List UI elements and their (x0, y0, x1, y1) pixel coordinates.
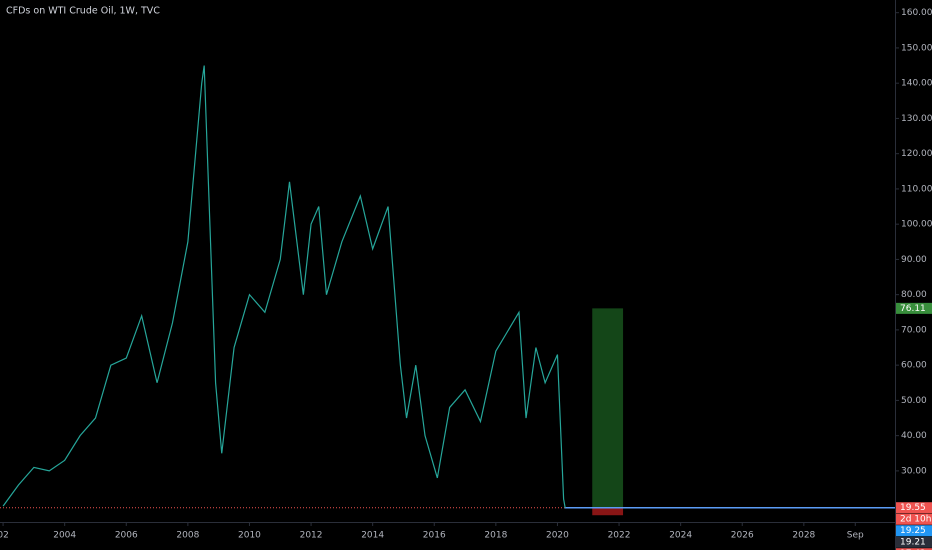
x-tick-label: 2012 (300, 531, 323, 541)
y-tick-label: 60.00 (901, 361, 927, 371)
x-tick-label: 2016 (423, 531, 446, 541)
y-tick-label: 90.00 (901, 255, 927, 265)
price-label-bg (896, 536, 932, 548)
price-label: 19.55 (900, 503, 926, 513)
stop-zone (592, 507, 624, 516)
chart-title: CFDs on WTI Crude Oil, 1W, TVC (6, 6, 160, 17)
price-label: 19.21 (900, 538, 926, 548)
y-tick-label: 70.00 (901, 325, 927, 335)
y-tick-label: 120.00 (901, 149, 932, 159)
x-tick-label: 2018 (484, 531, 507, 541)
y-tick-label: 30.00 (901, 466, 927, 476)
price-line (2, 65, 566, 508)
price-label: 76.11 (900, 304, 926, 314)
target-zone (592, 308, 624, 508)
price-label: 19.25 (900, 526, 926, 536)
y-tick-label: 110.00 (901, 184, 932, 194)
y-tick-label: 150.00 (901, 43, 932, 53)
x-tick-label: 2024 (669, 531, 692, 541)
x-tick-label: 02 (0, 531, 9, 541)
countdown-bg (896, 513, 932, 525)
y-tick-label: 80.00 (901, 290, 927, 300)
price-label-bg (896, 502, 932, 514)
y-tick-label: 130.00 (901, 114, 932, 124)
price-label-bg (896, 302, 932, 314)
x-tick-label: 2026 (731, 531, 754, 541)
x-tick-label: Sep (847, 531, 864, 541)
x-tick-label: 2028 (792, 531, 815, 541)
y-tick-label: 100.00 (901, 220, 932, 230)
x-tick-label: 2010 (238, 531, 261, 541)
x-tick-label: 2006 (115, 531, 138, 541)
y-tick-label: 40.00 (901, 431, 927, 441)
x-tick-label: 2008 (176, 531, 199, 541)
x-tick-label: 2020 (546, 531, 569, 541)
y-tick-label: 140.00 (901, 79, 932, 89)
price-label-bg (896, 548, 932, 550)
y-tick-label: 160.00 (901, 8, 932, 18)
x-tick-label: 2004 (53, 531, 76, 541)
price-label-bg (896, 525, 932, 537)
x-tick-label: 2022 (608, 531, 631, 541)
countdown: 2d 10h (900, 515, 931, 525)
x-tick-label: 2014 (361, 531, 384, 541)
y-tick-label: 50.00 (901, 396, 927, 406)
